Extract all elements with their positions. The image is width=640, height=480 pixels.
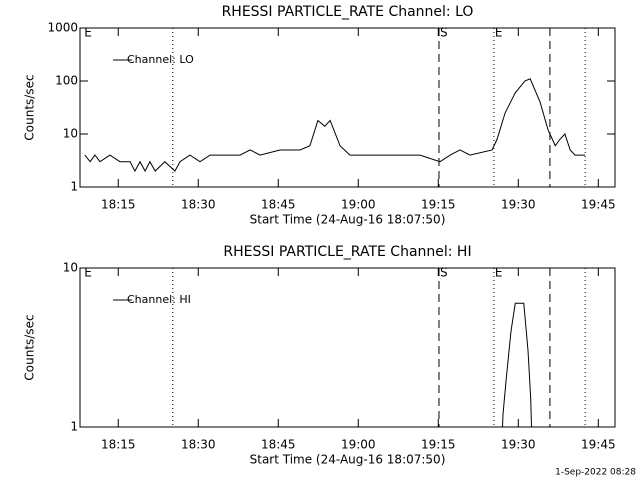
x-tick-label: 19:15 — [421, 198, 456, 212]
data-line — [84, 78, 586, 173]
y-tick-label: 1 — [70, 420, 78, 434]
x-tick-label: 18:15 — [101, 198, 136, 212]
y-axis-label: Counts/sec — [23, 74, 37, 140]
marker-label: E — [495, 26, 503, 40]
y-axis-label: Counts/sec — [23, 314, 37, 380]
chart-title: RHESSI PARTICLE_RATE Channel: LO — [222, 4, 474, 20]
x-tick-label: 19:45 — [581, 198, 616, 212]
x-tick-label: 19:30 — [501, 438, 536, 452]
chart-title: RHESSI PARTICLE_RATE Channel: HI — [223, 244, 471, 260]
plot-frame — [79, 27, 616, 188]
x-tick-label: 19:15 — [421, 438, 456, 452]
data-line — [502, 302, 533, 427]
marker-label: E — [84, 26, 92, 40]
x-tick-label: 18:30 — [181, 198, 216, 212]
x-tick-label: 19:30 — [501, 198, 536, 212]
x-tick-label: 19:45 — [581, 438, 616, 452]
y-tick-label: 100 — [55, 74, 78, 88]
x-tick-label: 18:45 — [261, 198, 296, 212]
y-tick-label: 1 — [70, 180, 78, 194]
marker-label: E — [495, 266, 503, 280]
y-tick-label: 10 — [63, 261, 78, 275]
x-tick-label: 19:00 — [341, 438, 376, 452]
marker-label: E — [84, 266, 92, 280]
x-axis-label: Start Time (24-Aug-16 18:07:50) — [250, 453, 446, 467]
x-tick-label: 18:45 — [261, 438, 296, 452]
marker-label: S — [440, 26, 448, 40]
y-tick-label: 1000 — [47, 21, 78, 35]
legend-label: Channel: HI — [127, 293, 191, 306]
y-tick-label: 10 — [63, 127, 78, 141]
legend-label: Channel: LO — [127, 53, 194, 66]
marker-label: S — [440, 266, 448, 280]
plot-frame — [79, 267, 616, 428]
x-axis-label: Start Time (24-Aug-16 18:07:50) — [250, 213, 446, 227]
x-tick-label: 19:00 — [341, 198, 376, 212]
x-tick-label: 18:15 — [101, 438, 136, 452]
x-tick-label: 18:30 — [181, 438, 216, 452]
footer: 1-Sep-2022 08:28 — [555, 468, 636, 478]
